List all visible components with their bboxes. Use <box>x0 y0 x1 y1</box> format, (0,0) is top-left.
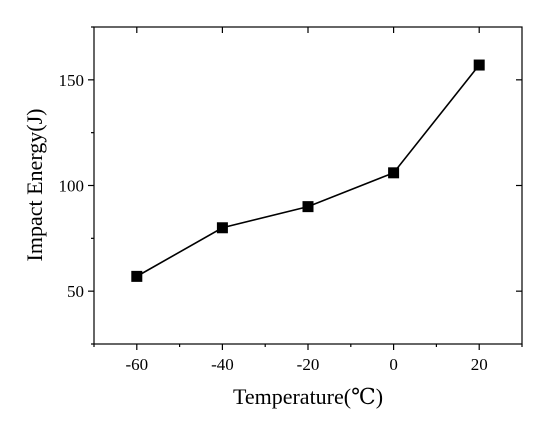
x-tick-label: 20 <box>471 355 488 374</box>
y-axis-ticks: 50 100 150 <box>59 26 522 345</box>
x-tick-label: -40 <box>211 355 234 374</box>
y-tick-label: 100 <box>59 177 85 196</box>
y-tick-label: 150 <box>59 71 85 90</box>
x-axis-title: Temperature(℃) <box>233 384 383 409</box>
plot-frame <box>93 26 523 345</box>
x-tick-label: -60 <box>125 355 148 374</box>
data-point-marker <box>388 167 400 179</box>
data-point-marker <box>473 59 485 71</box>
x-tick-label: 0 <box>389 355 398 374</box>
data-series <box>131 59 485 282</box>
y-axis-title: Impact Energy(J) <box>22 109 47 262</box>
series-line <box>136 64 480 278</box>
x-tick-label: -20 <box>297 355 320 374</box>
data-point-marker <box>216 222 228 234</box>
x-axis-ticks: -60 -40 -20 0 20 <box>93 27 523 374</box>
y-tick-label: 50 <box>67 282 84 301</box>
data-point-marker <box>131 270 143 282</box>
data-point-marker <box>302 201 314 213</box>
